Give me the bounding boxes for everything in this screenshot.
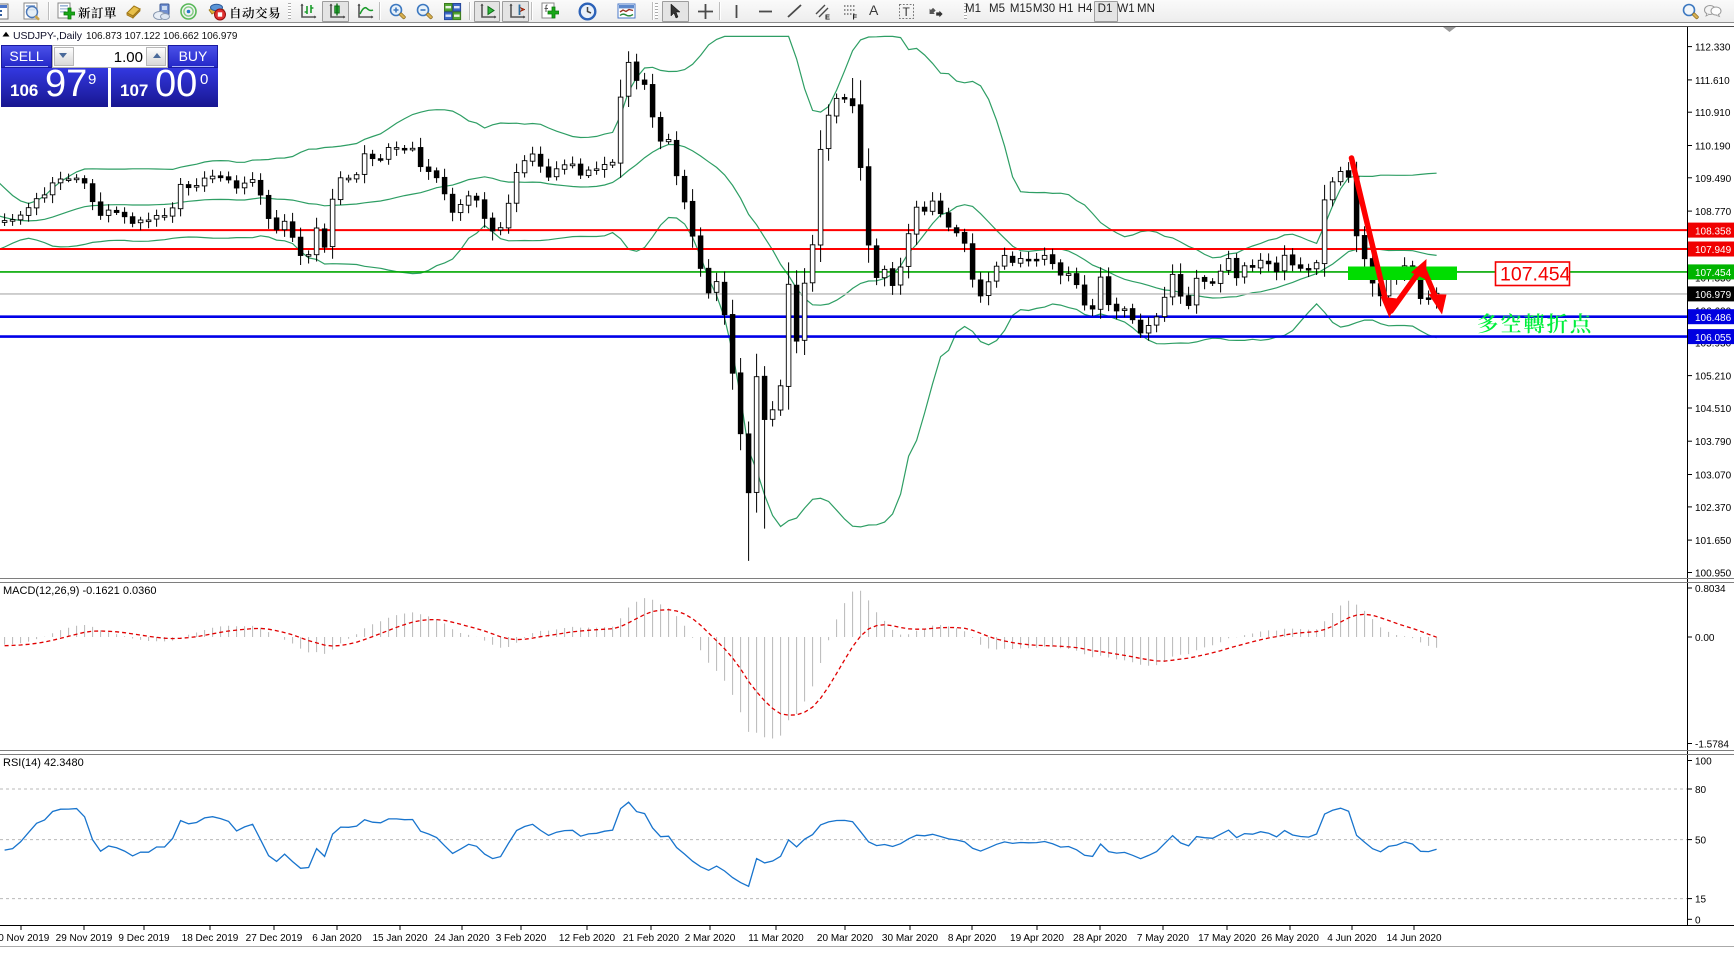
- svg-text:109.490: 109.490: [1695, 174, 1732, 185]
- svg-text:103.790: 103.790: [1695, 437, 1732, 448]
- svg-text:15: 15: [1695, 895, 1707, 906]
- svg-text:8 Apr 2020: 8 Apr 2020: [948, 933, 997, 944]
- svg-text:30 Mar 2020: 30 Mar 2020: [882, 933, 939, 944]
- svg-text:111.610: 111.610: [1695, 76, 1730, 87]
- svg-text:80: 80: [1695, 785, 1707, 796]
- svg-text:102.370: 102.370: [1695, 503, 1732, 514]
- svg-text:20 Nov 2019: 20 Nov 2019: [0, 933, 50, 944]
- svg-text:20 Mar 2020: 20 Mar 2020: [817, 933, 874, 944]
- svg-text:0.8034: 0.8034: [1695, 584, 1726, 595]
- svg-text:103.070: 103.070: [1695, 471, 1732, 482]
- svg-text:27 Dec 2019: 27 Dec 2019: [246, 933, 303, 944]
- svg-text:2 Mar 2020: 2 Mar 2020: [685, 933, 736, 944]
- svg-text:21 Feb 2020: 21 Feb 2020: [623, 933, 680, 944]
- svg-text:-1.5784: -1.5784: [1695, 740, 1729, 751]
- svg-text:0.00: 0.00: [1695, 633, 1715, 644]
- svg-text:108.770: 108.770: [1695, 207, 1732, 218]
- svg-text:19 Apr 2020: 19 Apr 2020: [1010, 933, 1064, 944]
- svg-text:MACD(12,26,9) -0.1621 0.0360: MACD(12,26,9) -0.1621 0.0360: [3, 585, 156, 597]
- svg-text:105.210: 105.210: [1695, 372, 1732, 383]
- svg-text:24 Jan 2020: 24 Jan 2020: [434, 933, 489, 944]
- svg-text:26 May 2020: 26 May 2020: [1261, 933, 1319, 944]
- svg-text:110.910: 110.910: [1695, 108, 1731, 119]
- svg-text:USDJPY-,Daily: USDJPY-,Daily: [13, 30, 83, 42]
- svg-text:12 Feb 2020: 12 Feb 2020: [559, 933, 616, 944]
- svg-text:28 Apr 2020: 28 Apr 2020: [1073, 933, 1127, 944]
- svg-text:4 Jun 2020: 4 Jun 2020: [1327, 933, 1377, 944]
- svg-text:106.486: 106.486: [1695, 313, 1732, 324]
- svg-text:E: E: [825, 13, 830, 22]
- svg-text:112.330: 112.330: [1695, 43, 1731, 54]
- svg-text:3 Feb 2020: 3 Feb 2020: [496, 933, 547, 944]
- svg-text:29 Nov 2019: 29 Nov 2019: [56, 933, 113, 944]
- svg-text:106.873 107.122 106.662 106.97: 106.873 107.122 106.662 106.979: [86, 31, 238, 42]
- svg-text:104.510: 104.510: [1695, 404, 1732, 415]
- svg-text:110.190: 110.190: [1695, 142, 1731, 153]
- svg-text:7 May 2020: 7 May 2020: [1137, 933, 1190, 944]
- svg-text:107.454: 107.454: [1500, 264, 1571, 286]
- svg-text:17 May 2020: 17 May 2020: [1198, 933, 1256, 944]
- svg-text:14 Jun 2020: 14 Jun 2020: [1386, 933, 1441, 944]
- svg-text:101.650: 101.650: [1695, 536, 1732, 547]
- svg-text:0: 0: [1695, 915, 1701, 926]
- svg-text:108.358: 108.358: [1695, 226, 1732, 237]
- svg-text:106.055: 106.055: [1695, 333, 1732, 344]
- svg-text:6 Jan 2020: 6 Jan 2020: [312, 933, 362, 944]
- svg-text:11 Mar 2020: 11 Mar 2020: [748, 933, 804, 944]
- svg-text:18 Dec 2019: 18 Dec 2019: [182, 933, 239, 944]
- svg-text:100.950: 100.950: [1695, 569, 1732, 580]
- svg-text:107.949: 107.949: [1695, 245, 1732, 256]
- svg-text:50: 50: [1695, 836, 1707, 847]
- svg-text:15 Jan 2020: 15 Jan 2020: [372, 933, 427, 944]
- svg-text:107.454: 107.454: [1695, 268, 1732, 279]
- svg-text:T: T: [903, 5, 911, 19]
- svg-text:106.979: 106.979: [1695, 290, 1732, 301]
- svg-text:100: 100: [1695, 757, 1712, 768]
- svg-text:9 Dec 2019: 9 Dec 2019: [118, 933, 170, 944]
- svg-text:F: F: [853, 13, 858, 22]
- svg-text:RSI(14) 42.3480: RSI(14) 42.3480: [3, 757, 84, 769]
